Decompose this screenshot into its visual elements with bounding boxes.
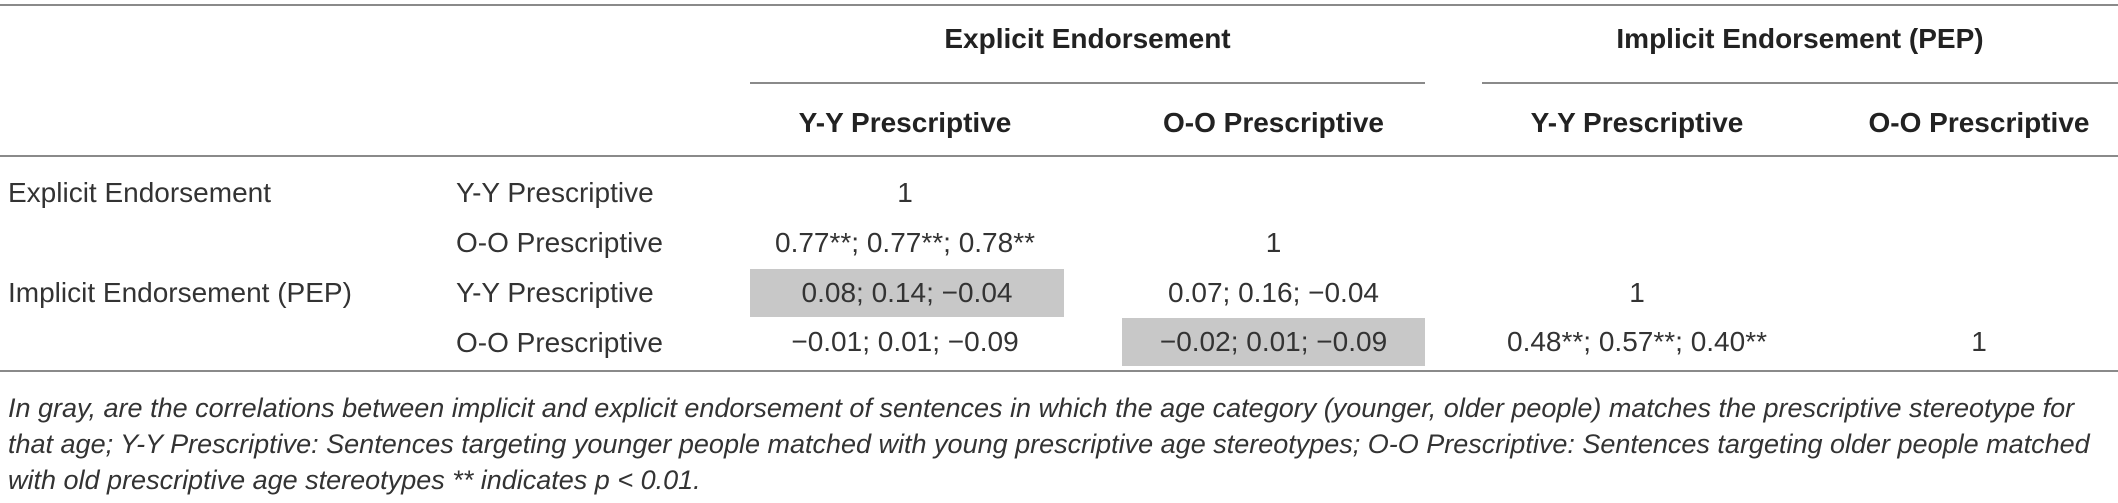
column-header-explicit-oo: O-O Prescriptive — [1163, 107, 1384, 138]
column-header-explicit-yy: Y-Y Prescriptive — [798, 107, 1012, 138]
table-cell-highlighted: 0.08; 0.14; −0.04 — [750, 269, 1064, 317]
table-footnote: In gray, are the correlations between im… — [8, 393, 2090, 495]
table-cell: 1 — [1265, 227, 1282, 258]
implicit-group-underline — [1482, 82, 2118, 84]
table-cell: 1 — [897, 177, 913, 208]
explicit-group-underline — [750, 82, 1425, 84]
header-bottom-rule — [0, 155, 2118, 157]
table-cell-highlighted: −0.02; 0.01; −0.09 — [1122, 318, 1425, 366]
table-cell: 1 — [1629, 277, 1645, 308]
row-group-label-implicit: Implicit Endorsement (PEP) — [8, 277, 352, 308]
row-sub-label: O-O Prescriptive — [456, 327, 663, 358]
explicit-group-header: Explicit Endorsement — [944, 23, 1231, 54]
column-header-implicit-oo: O-O Prescriptive — [1868, 107, 2090, 138]
row-group-label-explicit: Explicit Endorsement — [8, 177, 272, 208]
table-cell: 0.07; 0.16; −0.04 — [1168, 277, 1379, 308]
column-header-implicit-yy: Y-Y Prescriptive — [1530, 107, 1744, 138]
table-bottom-rule — [0, 370, 2118, 372]
row-sub-label: O-O Prescriptive — [456, 227, 663, 258]
table-cell: 0.48**; 0.57**; 0.40** — [1507, 326, 1767, 357]
table-cell: 0.77**; 0.77**; 0.78** — [775, 227, 1035, 258]
row-sub-label: Y-Y Prescriptive — [456, 277, 654, 308]
table-cell: −0.01; 0.01; −0.09 — [791, 326, 1019, 357]
row-sub-label: Y-Y Prescriptive — [456, 177, 654, 208]
implicit-group-header: Implicit Endorsement (PEP) — [1616, 23, 1984, 54]
table-top-rule — [0, 4, 2118, 6]
table-cell: 1 — [1971, 326, 1987, 357]
